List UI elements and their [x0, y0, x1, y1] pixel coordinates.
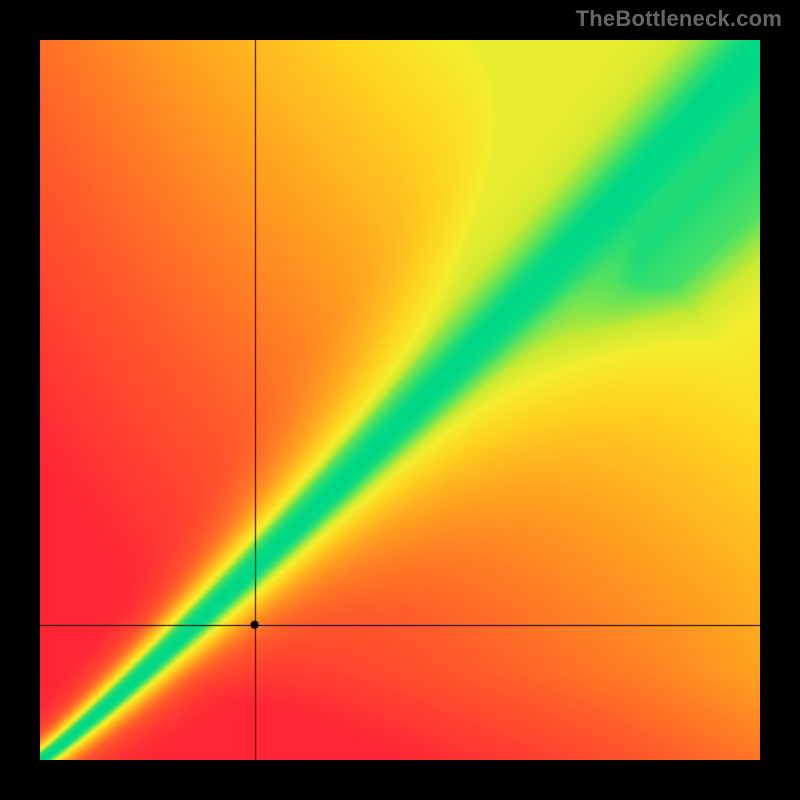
- bottleneck-heatmap-canvas: [40, 40, 760, 760]
- watermark-text: TheBottleneck.com: [576, 6, 782, 32]
- plot-area: [40, 40, 760, 760]
- chart-frame: TheBottleneck.com: [0, 0, 800, 800]
